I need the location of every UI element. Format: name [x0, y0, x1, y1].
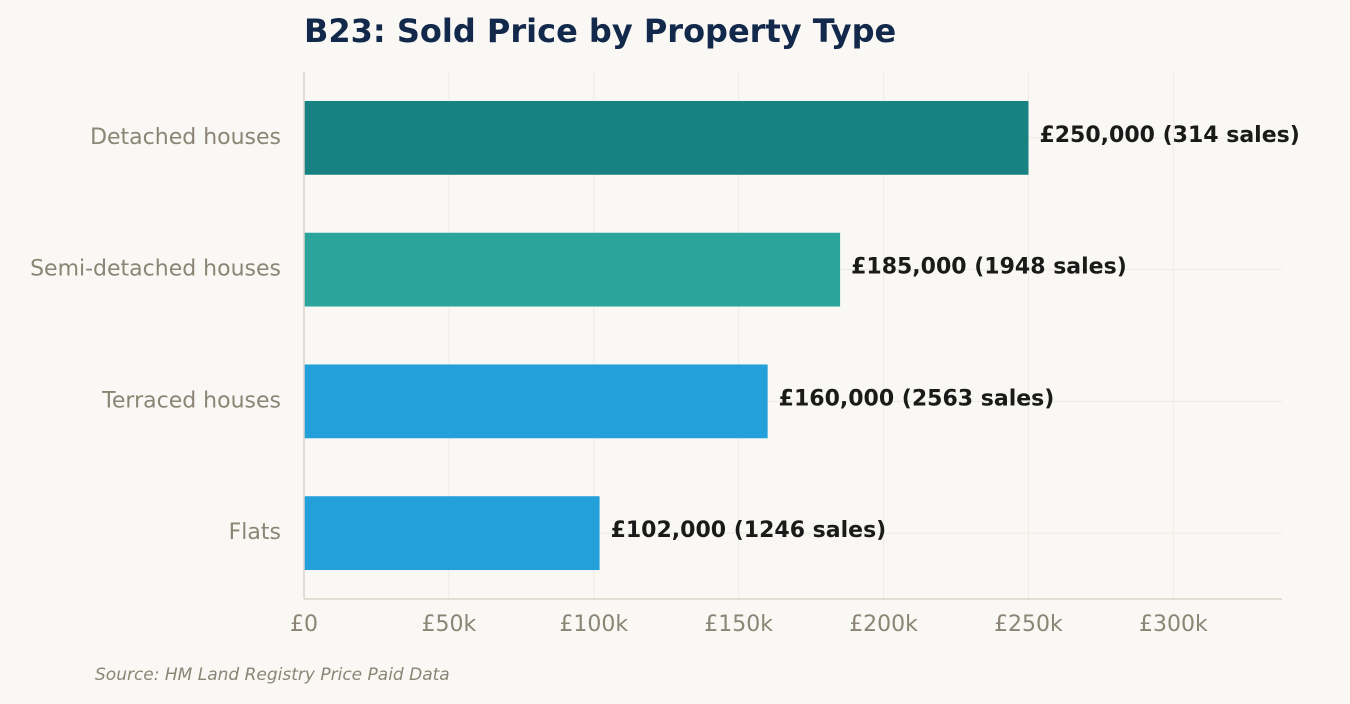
data-label: £160,000 (2563 sales): [779, 386, 1055, 411]
source-note: Source: HM Land Registry Price Paid Data: [95, 665, 450, 685]
x-tick-label: £50k: [422, 612, 477, 637]
bars: [304, 100, 1029, 571]
x-tick-label: £300k: [1139, 612, 1208, 637]
axes: [303, 72, 1282, 600]
chart-title: B23: Sold Price by Property Type: [304, 12, 897, 50]
x-tick-label: £0: [290, 612, 318, 637]
data-label: £250,000 (314 sales): [1039, 123, 1299, 148]
bar: [304, 232, 841, 307]
x-tick-label: £250k: [994, 612, 1063, 637]
labels: Detached houses £250,000 (314 sales) Semi-…: [30, 123, 1300, 637]
category-label: Detached houses: [90, 125, 281, 150]
category-label: Terraced houses: [101, 388, 281, 413]
data-label: £102,000 (1246 sales): [611, 518, 887, 543]
bar: [304, 496, 600, 571]
category-label: Semi-detached houses: [30, 257, 281, 282]
bar: [304, 364, 768, 439]
x-tick-label: £100k: [559, 612, 628, 637]
data-label: £185,000 (1948 sales): [851, 255, 1127, 280]
category-label: Flats: [229, 520, 281, 545]
x-tick-label: £200k: [849, 612, 918, 637]
x-tick-label: £150k: [704, 612, 773, 637]
bar: [304, 100, 1029, 175]
